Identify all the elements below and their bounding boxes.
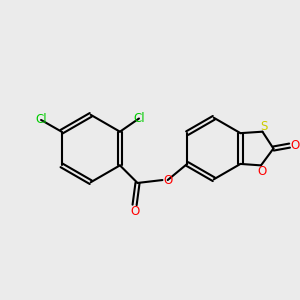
Text: O: O [290, 139, 299, 152]
Text: O: O [130, 205, 139, 218]
Text: Cl: Cl [133, 112, 145, 125]
Text: S: S [260, 120, 268, 133]
Text: O: O [258, 165, 267, 178]
Text: Cl: Cl [35, 113, 47, 127]
Text: O: O [163, 173, 172, 187]
